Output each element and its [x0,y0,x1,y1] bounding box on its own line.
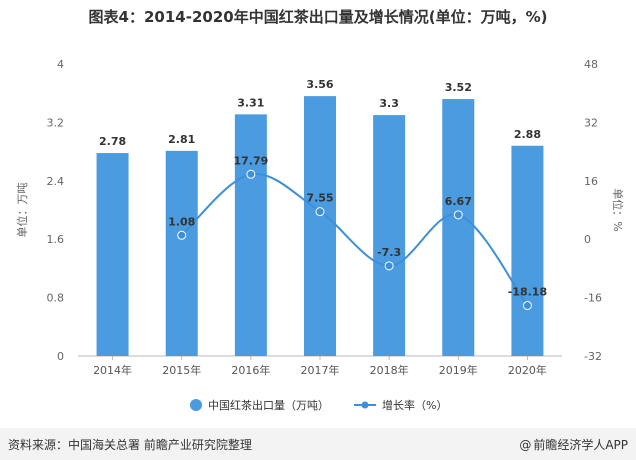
x-tick-label: 2019年 [439,363,478,377]
legend-bar-marker [190,399,202,411]
chart-svg: 0 0.8 1.6 2.4 3.2 4 -32 -16 0 16 32 48 单位：万吨 单位：% 2.78… [15,58,625,412]
y2-tick-label: -32 [584,350,602,363]
line-point [453,210,463,220]
y-tick-label: 4 [57,58,64,71]
bar [373,115,406,356]
y2-tick-label: 16 [584,175,598,188]
bar [96,153,129,356]
y2-tick-label: 0 [584,233,591,246]
y2-axis-title: 单位：% [611,188,625,231]
brand-icon: @ [519,438,532,452]
legend-bar-label: 中国红茶出口量（万吨） [208,398,329,412]
line-point [177,230,187,240]
line-value-label: 17.79 [233,154,268,167]
bar-value-label: 2.81 [168,133,195,146]
x-tick-label: 2016年 [231,363,270,377]
chart-title: 图表4：2014-2020年中国红茶出口量及增长情况(单位：万吨，%) [88,8,548,26]
y-tick-label: 0 [57,350,64,363]
bar [304,96,336,357]
x-tick-label: 2020年 [508,363,547,377]
line-value-label: 6.67 [445,195,472,208]
growth-line [181,172,529,307]
line-value-label: -7.3 [377,246,401,259]
line-value-label: 1.08 [168,215,195,228]
footer-bar: 资料来源：中国海关总署 前瞻产业研究院整理 @ 前瞻经济学人APP [0,428,636,460]
brand-text: @ 前瞻经济学人APP [519,436,628,453]
bar [234,114,267,357]
y2-tick-label: 32 [584,116,598,129]
line-point [315,207,325,217]
line-point [384,261,394,271]
legend-line-label: 增长率（%） [382,398,447,412]
y-tick-label: 0.8 [47,292,65,305]
source-text: 资料来源：中国海关总署 前瞻产业研究院整理 [8,438,252,452]
line-value-label: 7.55 [306,192,333,205]
x-tick-label: 2015年 [162,363,201,377]
y-tick-label: 2.4 [47,175,65,188]
y2-tick-label: 48 [584,58,598,71]
x-tick-label: 2017年 [301,363,340,377]
bar-value-label: 3.56 [306,78,333,91]
x-tick-label: 2014年 [93,363,132,377]
bar [442,99,475,356]
bar-value-label: 2.78 [99,135,126,148]
bar-value-label: 3.52 [445,81,472,94]
x-tick-label: 2018年 [370,363,409,377]
y-tick-label: 1.6 [47,233,65,246]
bar-value-label: 3.31 [237,96,264,109]
line-point [246,169,256,179]
bar-value-label: 2.88 [514,128,541,141]
brand-label: 前瞻经济学人APP [533,438,628,452]
y2-tick-label: -16 [584,292,602,305]
y-axis-title: 单位：万吨 [15,183,29,238]
legend-line-dot [361,401,369,409]
bar [511,145,544,356]
bar-value-label: 3.3 [379,97,399,110]
line-value-label: -18.18 [508,286,547,299]
y-tick-label: 3.2 [47,116,65,129]
bar [165,150,198,356]
line-point [522,301,532,311]
